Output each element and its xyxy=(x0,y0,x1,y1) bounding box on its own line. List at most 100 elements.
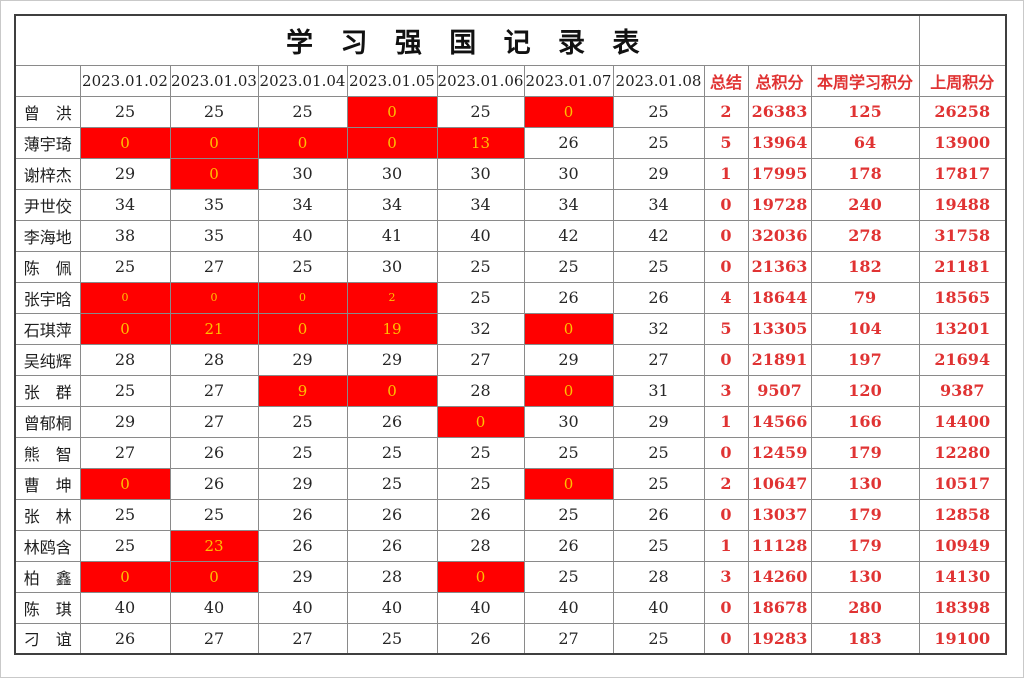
day-score-cell-flagged[interactable]: 0 xyxy=(346,95,438,128)
day-score-cell[interactable]: 26 xyxy=(523,126,614,159)
last-week-points-cell[interactable]: 13900 xyxy=(918,126,1007,159)
page-title[interactable]: 学 习 强 国 记 录 表 xyxy=(14,14,920,66)
day-score-cell-flagged[interactable]: 0 xyxy=(79,126,171,159)
day-score-cell[interactable]: 25 xyxy=(169,498,259,531)
day-score-cell[interactable]: 25 xyxy=(79,374,171,407)
last-week-points-cell[interactable]: 12858 xyxy=(918,498,1007,531)
day-score-cell[interactable]: 40 xyxy=(436,219,525,252)
last-week-header-cell[interactable]: 上周积分 xyxy=(918,64,1007,97)
week-points-cell[interactable]: 183 xyxy=(810,622,920,655)
member-name-cell[interactable]: 石琪萍 xyxy=(14,312,81,345)
day-score-cell[interactable]: 29 xyxy=(257,560,348,593)
date-header-cell[interactable]: 2023.01.02 xyxy=(79,64,171,97)
day-score-cell-flagged[interactable]: 0 xyxy=(169,281,259,314)
last-week-points-cell[interactable]: 14130 xyxy=(918,560,1007,593)
last-week-points-cell[interactable]: 17817 xyxy=(918,157,1007,190)
day-score-cell-flagged[interactable]: 21 xyxy=(169,312,259,345)
total-points-cell[interactable]: 21891 xyxy=(747,343,812,376)
day-score-cell[interactable]: 26 xyxy=(436,622,525,655)
summary-count-cell[interactable]: 0 xyxy=(703,591,749,624)
day-score-cell[interactable]: 40 xyxy=(257,219,348,252)
day-score-cell[interactable]: 40 xyxy=(612,591,705,624)
week-points-cell[interactable]: 179 xyxy=(810,436,920,469)
total-points-cell[interactable]: 32036 xyxy=(747,219,812,252)
day-score-cell[interactable]: 25 xyxy=(436,281,525,314)
day-score-cell[interactable]: 26 xyxy=(79,622,171,655)
date-header-cell[interactable]: 2023.01.03 xyxy=(169,64,259,97)
total-points-cell[interactable]: 13305 xyxy=(747,312,812,345)
total-points-cell[interactable]: 18678 xyxy=(747,591,812,624)
week-points-cell[interactable]: 178 xyxy=(810,157,920,190)
day-score-cell[interactable]: 29 xyxy=(346,343,438,376)
member-name-cell[interactable]: 林鸥含 xyxy=(14,529,81,562)
total-points-cell[interactable]: 26383 xyxy=(747,95,812,128)
date-header-cell[interactable]: 2023.01.08 xyxy=(612,64,705,97)
summary-count-cell[interactable]: 0 xyxy=(703,219,749,252)
day-score-cell[interactable]: 25 xyxy=(169,95,259,128)
day-score-cell[interactable]: 26 xyxy=(436,498,525,531)
last-week-points-cell[interactable]: 13201 xyxy=(918,312,1007,345)
day-score-cell[interactable]: 34 xyxy=(523,188,614,221)
day-score-cell[interactable]: 25 xyxy=(612,622,705,655)
day-score-cell[interactable]: 40 xyxy=(436,591,525,624)
last-week-points-cell[interactable]: 21694 xyxy=(918,343,1007,376)
day-score-cell[interactable]: 30 xyxy=(257,157,348,190)
corner-header-cell[interactable] xyxy=(14,64,81,97)
member-name-cell[interactable]: 柏 鑫 xyxy=(14,560,81,593)
day-score-cell[interactable]: 26 xyxy=(346,498,438,531)
week-points-cell[interactable]: 125 xyxy=(810,95,920,128)
member-name-cell[interactable]: 李海地 xyxy=(14,219,81,252)
week-points-cell[interactable]: 130 xyxy=(810,467,920,500)
day-score-cell[interactable]: 28 xyxy=(436,374,525,407)
day-score-cell[interactable]: 42 xyxy=(523,219,614,252)
title-row-spacer-cell[interactable] xyxy=(918,14,1007,66)
day-score-cell[interactable]: 25 xyxy=(612,529,705,562)
day-score-cell[interactable]: 28 xyxy=(169,343,259,376)
day-score-cell-flagged[interactable]: 0 xyxy=(346,374,438,407)
last-week-points-cell[interactable]: 19488 xyxy=(918,188,1007,221)
day-score-cell[interactable]: 25 xyxy=(436,250,525,283)
member-name-cell[interactable]: 吴纯辉 xyxy=(14,343,81,376)
day-score-cell[interactable]: 29 xyxy=(612,157,705,190)
day-score-cell[interactable]: 32 xyxy=(436,312,525,345)
member-name-cell[interactable]: 张宇晗 xyxy=(14,281,81,314)
day-score-cell-flagged[interactable]: 0 xyxy=(523,467,614,500)
day-score-cell[interactable]: 27 xyxy=(436,343,525,376)
day-score-cell-flagged[interactable]: 0 xyxy=(436,560,525,593)
day-score-cell[interactable]: 25 xyxy=(257,95,348,128)
summary-count-cell[interactable]: 3 xyxy=(703,374,749,407)
member-name-cell[interactable]: 薄宇琦 xyxy=(14,126,81,159)
day-score-cell[interactable]: 34 xyxy=(346,188,438,221)
summary-count-cell[interactable]: 0 xyxy=(703,343,749,376)
day-score-cell[interactable]: 26 xyxy=(523,281,614,314)
day-score-cell[interactable]: 41 xyxy=(346,219,438,252)
day-score-cell[interactable]: 30 xyxy=(346,250,438,283)
member-name-cell[interactable]: 曾 洪 xyxy=(14,95,81,128)
day-score-cell[interactable]: 26 xyxy=(169,467,259,500)
day-score-cell[interactable]: 35 xyxy=(169,219,259,252)
day-score-cell[interactable]: 25 xyxy=(436,95,525,128)
day-score-cell[interactable]: 32 xyxy=(612,312,705,345)
summary-header-cell[interactable]: 总结 xyxy=(703,64,749,97)
day-score-cell[interactable]: 30 xyxy=(346,157,438,190)
day-score-cell[interactable]: 25 xyxy=(612,250,705,283)
day-score-cell[interactable]: 27 xyxy=(169,405,259,438)
member-name-cell[interactable]: 刁 谊 xyxy=(14,622,81,655)
day-score-cell[interactable]: 25 xyxy=(79,95,171,128)
day-score-cell[interactable]: 27 xyxy=(257,622,348,655)
day-score-cell[interactable]: 26 xyxy=(523,529,614,562)
summary-count-cell[interactable]: 2 xyxy=(703,95,749,128)
day-score-cell[interactable]: 27 xyxy=(169,250,259,283)
day-score-cell-flagged[interactable]: 0 xyxy=(169,157,259,190)
member-name-cell[interactable]: 曾郁桐 xyxy=(14,405,81,438)
day-score-cell[interactable]: 25 xyxy=(79,529,171,562)
day-score-cell[interactable]: 40 xyxy=(346,591,438,624)
week-points-cell[interactable]: 166 xyxy=(810,405,920,438)
day-score-cell[interactable]: 25 xyxy=(346,622,438,655)
last-week-points-cell[interactable]: 14400 xyxy=(918,405,1007,438)
total-points-cell[interactable]: 14260 xyxy=(747,560,812,593)
week-points-cell[interactable]: 278 xyxy=(810,219,920,252)
day-score-cell[interactable]: 28 xyxy=(79,343,171,376)
week-points-cell[interactable]: 179 xyxy=(810,529,920,562)
day-score-cell[interactable]: 40 xyxy=(79,591,171,624)
